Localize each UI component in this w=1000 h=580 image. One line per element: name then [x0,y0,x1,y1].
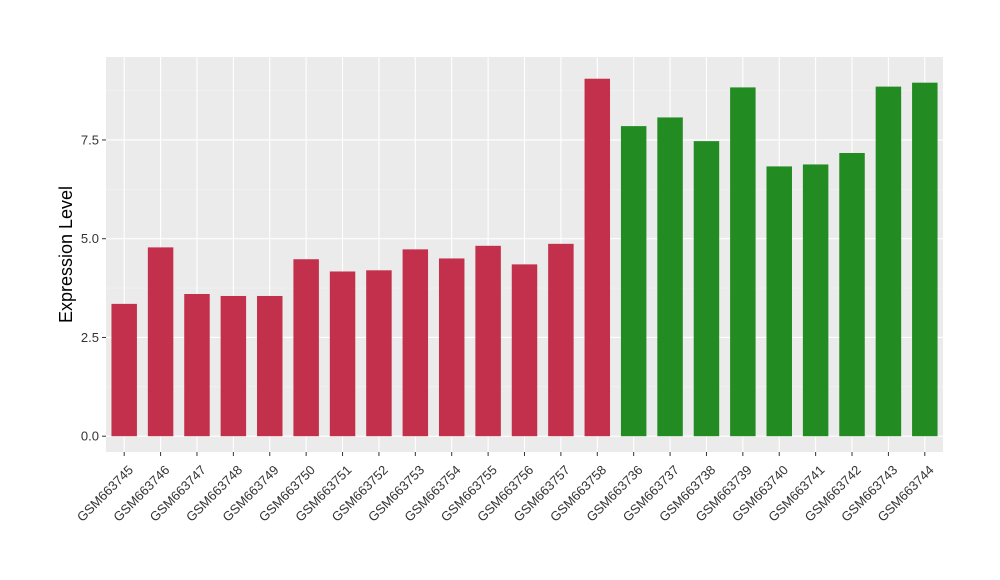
bar-GSM663743 [875,86,902,437]
bar-GSM663753 [402,249,429,437]
bar-GSM663746 [147,247,174,437]
bar-GSM663742 [839,152,865,437]
bar-GSM663750 [293,259,319,437]
bar-GSM663737 [657,117,683,437]
bar-GSM663736 [620,126,647,437]
bar-GSM663747 [184,294,210,437]
bar-GSM663758 [584,78,611,437]
bar-GSM663755 [475,245,501,437]
bar-GSM663745 [111,303,137,437]
x-axis: GSM663745GSM663746GSM663747GSM663748GSM6… [74,452,937,525]
bar-GSM663738 [693,141,720,437]
y-tick-label: 2.5 [81,330,99,345]
bar-GSM663741 [802,164,829,437]
bar-GSM663751 [329,271,356,437]
bar-GSM663748 [220,295,247,437]
bar-GSM663740 [766,166,792,437]
bar-GSM663752 [366,270,392,437]
y-tick-label: 7.5 [81,132,99,147]
y-axis-title: Expression Level [56,186,76,323]
bar-GSM663739 [730,87,756,437]
bar-GSM663754 [438,258,465,437]
bars [111,78,938,437]
bar-GSM663744 [912,82,938,437]
y-tick-label: 0.0 [81,429,99,444]
y-tick-label: 5.0 [81,231,99,246]
y-axis: 0.0 2.5 5.0 7.5 [81,132,106,444]
bar-GSM663756 [511,264,538,437]
bar-GSM663749 [257,295,283,437]
bar-GSM663757 [548,243,574,437]
